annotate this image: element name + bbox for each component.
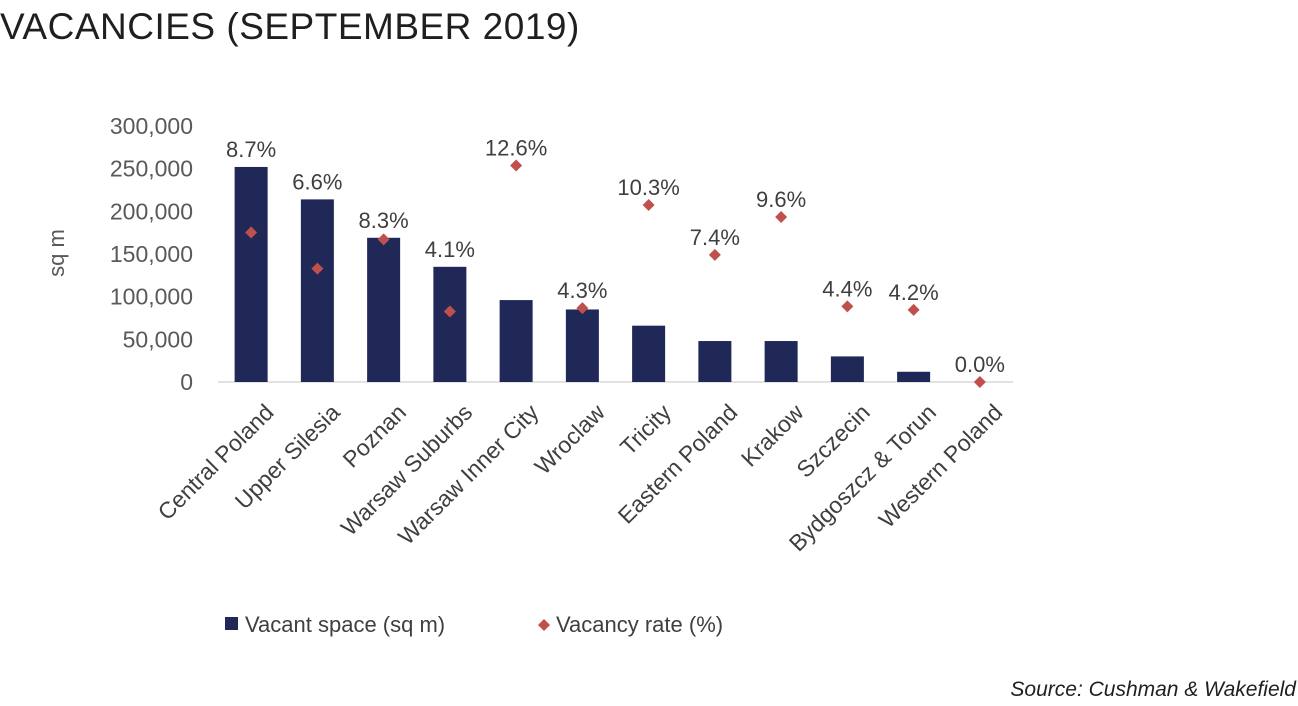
bar	[300, 199, 334, 382]
bar	[764, 341, 798, 382]
y-tick-label: 100,000	[110, 284, 193, 310]
bar	[367, 237, 401, 382]
y-axis-label: sq m	[44, 229, 69, 277]
rate-data-label: 4.1%	[425, 237, 475, 262]
rate-data-label: 4.2%	[889, 280, 939, 305]
rate-data-label: 9.6%	[756, 187, 806, 212]
x-tick-label: Western Poland	[873, 399, 1007, 533]
legend-bar-swatch	[225, 617, 238, 630]
y-tick-label: 300,000	[110, 113, 193, 139]
bar	[632, 325, 666, 382]
legend-point-swatch	[538, 619, 550, 631]
bar	[499, 300, 533, 382]
rate-point	[377, 233, 390, 246]
rate-point	[775, 211, 788, 224]
rate-data-label: 12.6%	[485, 136, 547, 161]
rate-data-label: 8.7%	[226, 137, 276, 162]
source-note: Source: Cushman & Wakefield	[1010, 678, 1296, 701]
x-tick-label: Wroclaw	[529, 399, 610, 480]
rate-data-label: 0.0%	[955, 352, 1005, 377]
rate-point	[443, 305, 456, 318]
rate-point	[576, 302, 589, 315]
rate-point	[642, 199, 655, 212]
rate-data-label: 8.3%	[359, 208, 409, 233]
rate-data-label: 7.4%	[690, 225, 740, 250]
y-tick-label: 150,000	[110, 241, 193, 267]
y-tick-label: 0	[180, 369, 193, 395]
bar	[234, 166, 268, 382]
rate-data-label: 6.6%	[292, 169, 342, 194]
bar	[897, 371, 931, 382]
chart-title: VACANCIES (SEPTEMBER 2019)	[0, 6, 580, 47]
rate-data-label: 4.4%	[822, 276, 872, 301]
bar-series	[234, 166, 931, 382]
y-tick-label: 200,000	[110, 198, 193, 224]
x-tick-label: Eastern Poland	[613, 399, 743, 529]
rate-point	[311, 262, 324, 275]
y-tick-label: 250,000	[110, 156, 193, 182]
rate-point	[841, 300, 854, 313]
rate-point	[510, 159, 523, 172]
x-tick-label: Central Poland	[153, 399, 279, 525]
rate-data-label: 10.3%	[617, 175, 679, 200]
x-tick-label: Tricity	[615, 399, 676, 460]
rate-data-label: 4.3%	[557, 278, 607, 303]
point-series: 8.7% 6.6% 8.3% 4.1% 12.6% 4.3% 10.3% 7.4% 9.6% 4.…	[226, 136, 1005, 388]
y-axis-ticks: 0 50,000 100,000 150,000 200,000 250,000 300,0…	[110, 113, 193, 395]
legend-bar-label: Vacant space (sq m)	[245, 612, 445, 637]
bar	[830, 356, 864, 382]
rate-point	[907, 303, 920, 316]
bar	[433, 266, 467, 382]
y-tick-label: 50,000	[123, 326, 193, 352]
rate-point	[245, 226, 258, 239]
rate-point	[973, 376, 986, 388]
bar	[698, 341, 732, 382]
bar	[565, 309, 599, 382]
legend: Vacant space (sq m) Vacancy rate (%)	[225, 612, 723, 637]
rate-point	[708, 248, 721, 261]
legend-point-label: Vacancy rate (%)	[556, 612, 723, 637]
